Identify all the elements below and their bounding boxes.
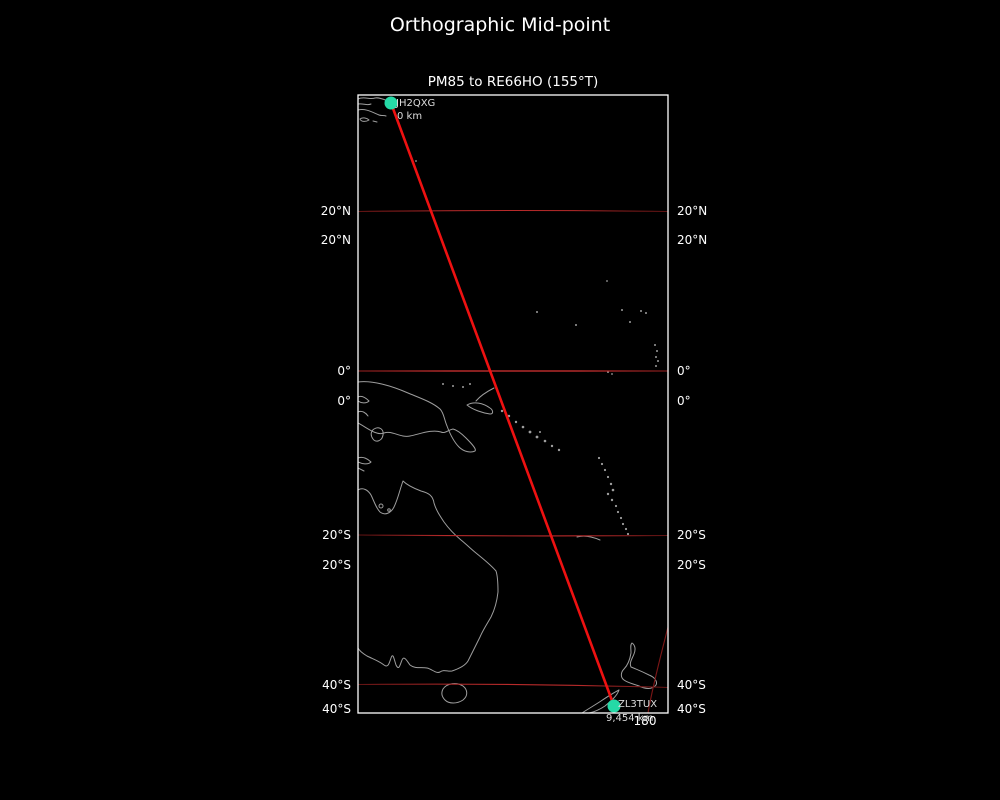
island-speck <box>415 160 417 162</box>
gridlines-layer <box>358 209 668 713</box>
lat-label-right-0-a: 0° <box>677 364 691 378</box>
lat-label-right-20s-a: 20°S <box>677 528 706 542</box>
islands-vanuatu <box>597 456 630 536</box>
coastline-new-guinea <box>358 381 476 453</box>
lat-label-right-20n-a: 20°N <box>677 204 708 218</box>
coastline-aru <box>370 427 384 442</box>
lat-label-right-0-b: 0° <box>677 394 691 408</box>
coastline-new-britain <box>466 387 495 415</box>
coastline-new-caledonia <box>576 535 601 541</box>
lat-label-left-20s-a: 20°S <box>322 528 351 542</box>
map-frame <box>357 94 669 714</box>
lat-label-right-20s-b: 20°S <box>677 558 706 572</box>
gridline-parallel-40s <box>358 683 668 689</box>
islands-north-of-png <box>442 383 471 388</box>
lat-label-left-0-a: 0° <box>337 364 351 378</box>
coastline-nz-north-island <box>620 642 657 689</box>
end-marker-callsign: ZL3TUX <box>618 699 658 710</box>
gridline-parallel-20s <box>358 534 668 537</box>
lat-label-left-20n-a: 20°N <box>320 204 351 218</box>
route-line <box>389 101 616 708</box>
coastline-nz-south-island <box>581 689 620 713</box>
islands-solomons <box>500 409 561 452</box>
lat-label-left-40s-b: 40°S <box>322 702 351 716</box>
start-marker-distance: 0 km <box>397 111 423 122</box>
coastline-japan <box>358 97 392 123</box>
lat-label-left-20n-b: 20°N <box>320 233 351 247</box>
lat-label-right-20n-b: 20°N <box>677 233 708 247</box>
coastline-indonesia <box>358 395 372 472</box>
lat-label-left-40s-a: 40°S <box>322 678 351 692</box>
map-background <box>358 95 668 713</box>
plot-subtitle: PM85 to RE66HO (155°T) <box>427 74 599 90</box>
lat-label-right-40s-a: 40°S <box>677 678 706 692</box>
lat-label-left-0-b: 0° <box>337 394 351 408</box>
start-marker-callsign: JH2QXG <box>396 98 436 109</box>
end-marker-distance: 9,454 km <box>606 713 654 724</box>
page-title: Orthographic Mid-point <box>389 14 611 36</box>
end-marker-dot <box>607 699 621 713</box>
lat-label-right-40s-b: 40°S <box>677 702 706 716</box>
gridline-parallel-20n <box>358 209 668 213</box>
islands-arnhem <box>378 503 391 512</box>
coastline-australia <box>358 480 499 673</box>
start-marker-dot <box>384 96 398 110</box>
lon-label-180: 180 <box>633 714 657 728</box>
gridline-meridian-180 <box>647 626 668 713</box>
lat-label-left-20s-b: 20°S <box>322 558 351 572</box>
